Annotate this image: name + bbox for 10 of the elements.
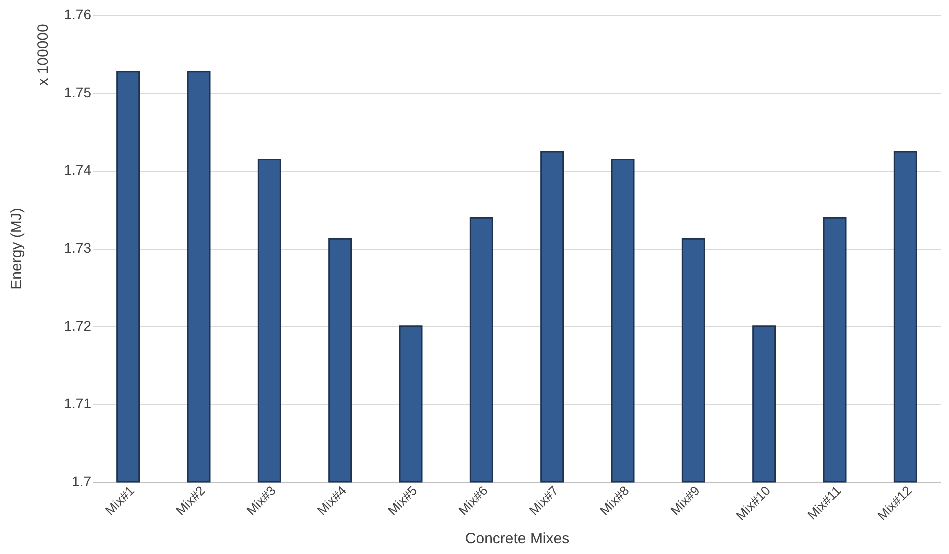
y-tick-label: 1.74	[64, 162, 92, 178]
y-tick-label: 1.72	[64, 318, 92, 334]
y-tick-label: 1.71	[64, 396, 92, 412]
text: x 100000	[35, 24, 52, 86]
x-axis-title: Concrete Mixes	[465, 530, 570, 548]
y-tick-label: 1.76	[64, 6, 92, 22]
y-tick-label: 1.75	[64, 84, 92, 100]
y-tick-label: 1.73	[64, 240, 92, 256]
y-axis-title: Energy (MJ)	[8, 208, 26, 290]
y-tick-label: 1.7	[72, 474, 92, 490]
